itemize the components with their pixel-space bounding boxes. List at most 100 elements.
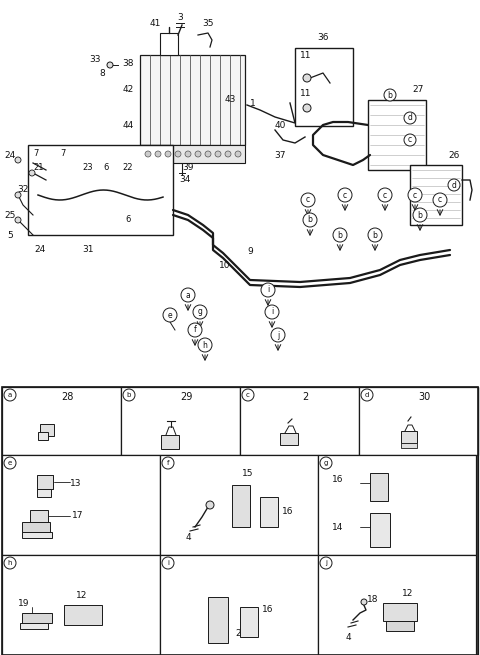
- Bar: [2, 455, 160, 555]
- Text: f: f: [193, 326, 196, 335]
- Bar: [208, 597, 228, 643]
- Circle shape: [162, 457, 174, 469]
- Bar: [20, 623, 48, 629]
- Text: 38: 38: [122, 58, 134, 67]
- Text: 7: 7: [33, 149, 38, 157]
- Text: 40: 40: [274, 121, 286, 130]
- Text: e: e: [8, 460, 12, 466]
- Text: b: b: [418, 210, 422, 219]
- Text: e: e: [168, 310, 172, 320]
- Text: 32: 32: [17, 185, 29, 195]
- Bar: [2, 387, 121, 455]
- Circle shape: [265, 305, 279, 319]
- Text: h: h: [8, 560, 12, 566]
- Text: 19: 19: [18, 599, 30, 607]
- Bar: [2, 555, 160, 655]
- Bar: [318, 455, 476, 555]
- Circle shape: [242, 389, 254, 401]
- Circle shape: [188, 323, 202, 337]
- Bar: [368, 100, 426, 170]
- Bar: [401, 431, 417, 443]
- Text: 9: 9: [247, 248, 253, 257]
- Circle shape: [301, 193, 315, 207]
- Circle shape: [15, 217, 21, 223]
- Bar: [37, 475, 53, 489]
- Text: 16: 16: [332, 476, 344, 485]
- Text: 11: 11: [300, 88, 312, 98]
- Text: 25: 25: [4, 210, 16, 219]
- Text: b: b: [372, 231, 377, 240]
- Circle shape: [303, 74, 311, 82]
- Bar: [2, 387, 478, 655]
- Text: 39: 39: [182, 162, 194, 172]
- Bar: [386, 621, 414, 631]
- Circle shape: [123, 389, 135, 401]
- Text: d: d: [408, 113, 412, 122]
- Circle shape: [361, 599, 367, 605]
- Circle shape: [193, 305, 207, 319]
- Text: 5: 5: [7, 231, 13, 240]
- Text: 33: 33: [89, 56, 101, 64]
- Circle shape: [185, 151, 191, 157]
- Circle shape: [408, 188, 422, 202]
- Circle shape: [4, 457, 16, 469]
- Bar: [160, 555, 318, 655]
- Text: 17: 17: [72, 512, 84, 521]
- Text: 8: 8: [99, 69, 105, 77]
- Text: 7: 7: [60, 149, 66, 157]
- Text: 12: 12: [76, 591, 88, 599]
- Circle shape: [165, 151, 171, 157]
- Circle shape: [198, 338, 212, 352]
- Text: b: b: [387, 90, 393, 100]
- Text: i: i: [271, 307, 273, 316]
- Text: 6: 6: [125, 215, 131, 225]
- Text: 30: 30: [419, 392, 431, 402]
- Text: h: h: [203, 341, 207, 350]
- Text: 44: 44: [122, 121, 133, 130]
- Bar: [2, 387, 478, 655]
- Circle shape: [15, 157, 21, 163]
- Text: 27: 27: [412, 86, 424, 94]
- Text: 42: 42: [122, 86, 133, 94]
- Bar: [64, 605, 102, 625]
- Text: a: a: [186, 291, 191, 299]
- Circle shape: [162, 557, 174, 569]
- Text: 14: 14: [332, 523, 344, 531]
- Text: 11: 11: [300, 52, 312, 60]
- Bar: [22, 532, 52, 538]
- Text: 20: 20: [235, 629, 246, 637]
- Text: b: b: [308, 215, 312, 225]
- Text: j: j: [325, 560, 327, 566]
- Text: 4: 4: [185, 533, 191, 542]
- Text: 16: 16: [262, 605, 274, 614]
- Bar: [401, 443, 417, 448]
- Circle shape: [384, 89, 396, 101]
- Text: c: c: [306, 195, 310, 204]
- Text: f: f: [167, 460, 169, 466]
- Circle shape: [15, 192, 21, 198]
- Circle shape: [181, 288, 195, 302]
- Circle shape: [271, 328, 285, 342]
- Circle shape: [338, 188, 352, 202]
- Text: c: c: [413, 191, 417, 200]
- Circle shape: [433, 193, 447, 207]
- Bar: [160, 455, 318, 555]
- Text: c: c: [408, 136, 412, 145]
- Bar: [121, 387, 240, 455]
- Bar: [370, 473, 388, 501]
- Text: 15: 15: [242, 468, 254, 477]
- Text: 41: 41: [149, 18, 161, 28]
- Circle shape: [448, 179, 460, 191]
- Circle shape: [235, 151, 241, 157]
- Circle shape: [205, 151, 211, 157]
- Circle shape: [195, 151, 201, 157]
- Circle shape: [206, 501, 214, 509]
- Bar: [232, 485, 250, 527]
- Circle shape: [261, 283, 275, 297]
- Circle shape: [361, 389, 373, 401]
- Bar: [260, 497, 278, 527]
- Text: 36: 36: [317, 33, 329, 43]
- Circle shape: [303, 213, 317, 227]
- Circle shape: [333, 228, 347, 242]
- Circle shape: [368, 228, 382, 242]
